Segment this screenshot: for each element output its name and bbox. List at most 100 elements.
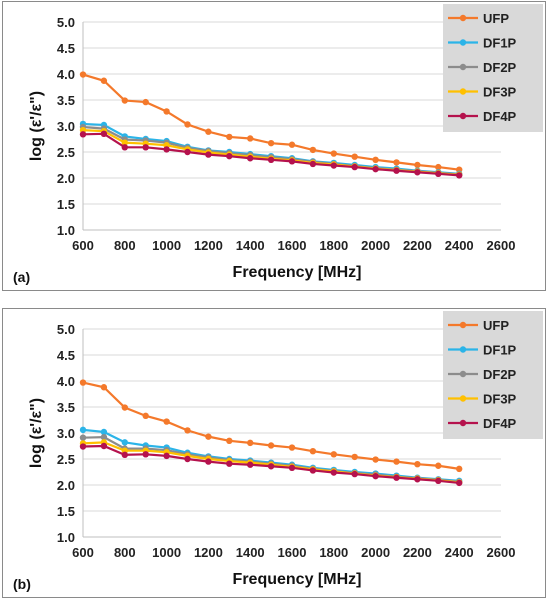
data-point-df4p (226, 460, 233, 467)
legend-label-df4p: DF4P (483, 109, 517, 124)
y-tick-label: 4.5 (57, 348, 75, 363)
y-tick-label: 3.5 (57, 400, 75, 415)
data-point-ufp (142, 98, 149, 106)
legend-swatch-marker (459, 14, 467, 22)
x-axis-title: Frequency [MHz] (233, 264, 362, 281)
chart-a: 1.0 1.5 2.0 2.5 3.0 3.5 4.0 4.5 5.0 600 800 1000 120… (13, 4, 543, 285)
data-point-df4p (372, 472, 379, 480)
legend-swatch-marker (459, 346, 467, 353)
data-point-ufp (372, 156, 379, 163)
y-tick-label: 4.0 (57, 374, 75, 389)
data-point-df1p (100, 428, 108, 436)
data-point-ufp (79, 71, 87, 78)
data-point-ufp (184, 121, 191, 128)
data-point-ufp (393, 159, 400, 166)
legend-swatch-marker (459, 63, 467, 71)
data-point-ufp (100, 384, 108, 391)
y-tick-label: 2.5 (57, 452, 75, 467)
x-tick-label: 2200 (403, 545, 432, 560)
series-line-df1p (82, 122, 460, 175)
data-point-ufp (351, 453, 358, 461)
x-tick-label: 1400 (236, 238, 265, 253)
data-point-df3p (121, 139, 128, 146)
data-point-ufp (393, 458, 400, 465)
data-point-df4p (288, 464, 296, 472)
legend-swatch-marker (459, 321, 467, 329)
legend-swatch-marker (459, 112, 467, 120)
data-point-df4p (100, 442, 108, 450)
y-tick-label: 2.5 (57, 145, 75, 160)
data-point-df4p (205, 458, 212, 465)
data-point-ufp (435, 462, 442, 469)
data-point-df4p (100, 130, 108, 137)
x-tick-label: 2200 (403, 238, 432, 253)
legend-label-df2p: DF2P (483, 60, 517, 75)
x-tick-label: 2000 (361, 238, 390, 253)
y-tick-label: 3.0 (57, 426, 75, 441)
data-point-df2p (79, 434, 87, 441)
data-point-ufp (288, 141, 296, 148)
y-tick-label: 5.0 (57, 15, 75, 30)
series-line-df2p (82, 125, 460, 176)
data-point-df4p (393, 167, 400, 174)
x-tick-label: 1600 (278, 238, 307, 253)
y-tick-label: 5.0 (57, 322, 75, 337)
data-point-df4p (288, 158, 296, 165)
data-point-ufp (372, 456, 379, 463)
data-point-df4p (456, 172, 463, 179)
data-point-ufp (247, 439, 254, 447)
y-tick-label: 2.0 (57, 478, 75, 493)
x-tick-label: 800 (114, 238, 136, 253)
data-point-ufp (414, 161, 421, 169)
data-point-ufp (79, 379, 87, 386)
data-point-df4p (205, 151, 212, 158)
data-point-df4p (267, 463, 275, 470)
data-point-ufp (226, 437, 233, 444)
y-tick-label: 4.5 (57, 41, 75, 56)
x-tick-label: 2000 (361, 545, 390, 560)
data-point-ufp (267, 442, 275, 449)
x-tick-label: 1400 (236, 545, 265, 560)
data-point-df4p (372, 165, 379, 173)
legend-label-ufp: UFP (483, 11, 509, 26)
data-point-df4p (247, 461, 254, 468)
legend-swatch-marker (459, 39, 467, 46)
data-point-df4p (330, 162, 337, 169)
x-tick-label: 1800 (319, 238, 348, 253)
legend-label-df3p: DF3P (483, 85, 517, 100)
data-point-ufp (184, 427, 191, 434)
data-point-df4p (142, 144, 149, 151)
legend-label-ufp: UFP (483, 318, 509, 333)
data-point-df4p (309, 467, 317, 474)
data-point-ufp (435, 163, 442, 171)
y-tick-label: 3.0 (57, 119, 75, 134)
legend-label-df4p: DF4P (483, 416, 517, 431)
data-point-df4p (184, 455, 191, 463)
y-tick-label: 1.0 (57, 223, 75, 238)
data-point-df4p (267, 156, 275, 163)
data-point-ufp (142, 412, 149, 420)
data-point-df1p (121, 439, 128, 446)
legend-swatch-marker (459, 88, 467, 95)
x-tick-label: 800 (114, 545, 136, 560)
data-point-ufp (247, 135, 254, 142)
legend-label-df1p: DF1P (483, 343, 517, 358)
x-tick-label: 1000 (152, 238, 181, 253)
x-tick-label: 1000 (152, 545, 181, 560)
data-point-ufp (309, 448, 317, 455)
data-point-ufp (267, 139, 275, 147)
y-axis-title: log (ε'/ε") (28, 91, 45, 161)
panel-label: (a) (13, 269, 30, 285)
chart-panel-a: 1.0 1.5 2.0 2.5 3.0 3.5 4.0 4.5 5.0 600 800 1000 120… (2, 1, 546, 291)
data-point-ufp (309, 146, 317, 154)
legend-label-df3p: DF3P (483, 392, 517, 407)
x-tick-label: 1200 (194, 545, 223, 560)
data-point-df4p (456, 479, 463, 487)
chart-b: 1.0 1.5 2.0 2.5 3.0 3.5 4.0 4.5 5.0 600 800 1000 120… (13, 311, 543, 592)
data-point-df4p (163, 452, 170, 460)
data-point-ufp (456, 465, 463, 473)
legend-swatch-marker (459, 370, 467, 378)
data-point-df4p (226, 152, 233, 160)
x-tick-label: 1200 (194, 238, 223, 253)
x-tick-label: 600 (72, 545, 94, 560)
